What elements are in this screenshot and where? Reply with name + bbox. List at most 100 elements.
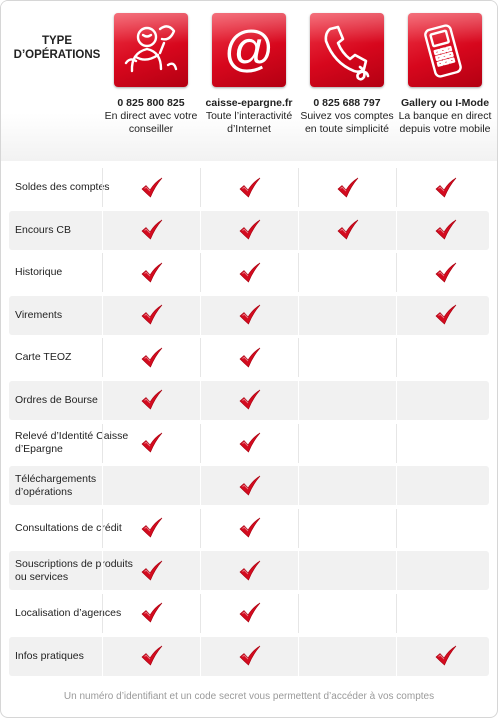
availability-cell: [102, 636, 201, 676]
availability-cell: [298, 508, 397, 548]
table-row: Encours CB: [9, 210, 489, 250]
channel-telephone-title: 0 825 688 797: [313, 97, 381, 109]
channel-mobile-desc: La banque en direct depuis votre mobile: [398, 110, 492, 135]
availability-cell: [102, 380, 201, 420]
checkmark-icon: [239, 603, 261, 623]
availability-cell: [102, 466, 201, 506]
table-row: Localisation d’agences: [9, 593, 489, 633]
availability-cell: [200, 423, 299, 463]
advisor-person-icon[interactable]: [114, 13, 188, 87]
availability-cell: [396, 593, 495, 633]
checkmark-icon: [239, 432, 261, 453]
availability-cell: [298, 168, 397, 207]
checkmark-icon: [141, 390, 163, 410]
checkmark-icon: [435, 262, 457, 283]
table-row: Infos pratiques: [9, 636, 489, 676]
availability-cell: [200, 636, 299, 676]
availability-cell: [200, 508, 299, 548]
checkmark-icon: [141, 560, 163, 581]
telephone-icon[interactable]: [310, 13, 384, 87]
operation-label: Virements: [15, 308, 63, 321]
type-title-line2: D’OPÉRATIONS: [13, 49, 101, 61]
availability-cell: [102, 551, 201, 591]
type-title-line1: TYPE: [41, 35, 73, 47]
operation-label: Encours CB: [15, 223, 72, 236]
channel-column-telephone: 0 825 688 797 Suivez vos comptes en tout…: [298, 13, 396, 136]
availability-cell: [396, 423, 495, 463]
checkmark-icon: [239, 517, 261, 538]
checkmark-icon: [141, 347, 163, 368]
checkmark-icon: [239, 390, 261, 410]
availability-cell: [102, 593, 201, 633]
availability-cell: [396, 253, 495, 293]
operation-label: Historique: [15, 266, 63, 279]
operation-label: Souscriptions de produits ou services: [15, 557, 133, 583]
table-row: Historique: [9, 253, 489, 293]
table-row: Relevé d’Identité Caisse d’Epargne: [9, 423, 489, 463]
availability-cell: [200, 168, 299, 207]
checkmark-icon: [239, 560, 261, 581]
checkmark-icon: [141, 517, 163, 538]
mobile-phone-icon[interactable]: [408, 13, 482, 87]
checkmark-icon: [435, 305, 457, 325]
availability-cell: [298, 210, 397, 250]
availability-cell: [396, 295, 495, 335]
checkmark-icon: [239, 645, 261, 666]
channel-column-mobile: Gallery ou I-Mode La banque en direct de…: [396, 13, 494, 136]
checkmark-icon: [337, 177, 359, 198]
availability-cell: [298, 295, 397, 335]
channel-internet-title: caisse-epargne.fr: [205, 97, 293, 109]
channel-mobile-caption: Gallery ou I-Mode La banque en direct de…: [396, 97, 494, 136]
checkmark-icon: [435, 177, 457, 198]
checkmark-icon: [141, 432, 163, 453]
operation-label: Infos pratiques: [15, 649, 84, 662]
availability-cell: [298, 338, 397, 378]
checkmark-icon: [435, 219, 457, 240]
availability-cell: [102, 253, 201, 293]
availability-cell: [298, 593, 397, 633]
channel-internet-desc: Toute l’interactivité d’Internet: [205, 110, 293, 135]
availability-cell: [102, 168, 201, 207]
channel-telephone-caption: 0 825 688 797 Suivez vos comptes en tout…: [298, 97, 396, 136]
availability-cell: [396, 168, 495, 207]
operation-label: Téléchargements d’opérations: [15, 472, 97, 498]
table-row: Carte TEOZ: [9, 338, 489, 378]
channel-column-advisor: 0 825 800 825 En direct avec votre conse…: [102, 13, 200, 136]
availability-cell: [396, 636, 495, 676]
checkmark-icon: [239, 177, 261, 198]
svg-text:@: @: [224, 21, 275, 77]
availability-cell: [298, 253, 397, 293]
channel-mobile-title: Gallery ou I-Mode: [400, 97, 490, 109]
at-sign-icon[interactable]: @: [212, 13, 286, 87]
availability-cell: [298, 636, 397, 676]
availability-cell: [102, 508, 201, 548]
availability-cell: [200, 551, 299, 591]
availability-cell: [298, 423, 397, 463]
operations-table: Soldes des comptes Encours CB Historique Vi…: [9, 168, 489, 679]
checkmark-icon: [239, 305, 261, 325]
operation-label: Carte TEOZ: [15, 351, 72, 364]
table-row: Ordres de Bourse: [9, 380, 489, 420]
availability-cell: [200, 210, 299, 250]
checkmark-icon: [239, 475, 261, 496]
availability-cell: [396, 338, 495, 378]
checkmark-icon: [141, 305, 163, 325]
availability-cell: [396, 466, 495, 506]
availability-cell: [200, 593, 299, 633]
table-row: Virements: [9, 295, 489, 335]
table-row: Soldes des comptes: [9, 168, 489, 207]
availability-cell: [102, 210, 201, 250]
availability-cell: [396, 551, 495, 591]
checkmark-icon: [239, 262, 261, 283]
channel-internet-caption: caisse-epargne.fr Toute l’interactivité …: [200, 97, 298, 136]
checkmark-icon: [337, 219, 359, 240]
availability-cell: [200, 295, 299, 335]
availability-cell: [298, 466, 397, 506]
availability-cell: [200, 253, 299, 293]
availability-cell: [200, 466, 299, 506]
table-row: Téléchargements d’opérations: [9, 466, 489, 506]
channel-column-internet: @ caisse-epargne.fr Toute l’interactivit…: [200, 13, 298, 136]
checkmark-icon: [141, 645, 163, 666]
checkmark-icon: [141, 262, 163, 283]
availability-cell: [200, 380, 299, 420]
